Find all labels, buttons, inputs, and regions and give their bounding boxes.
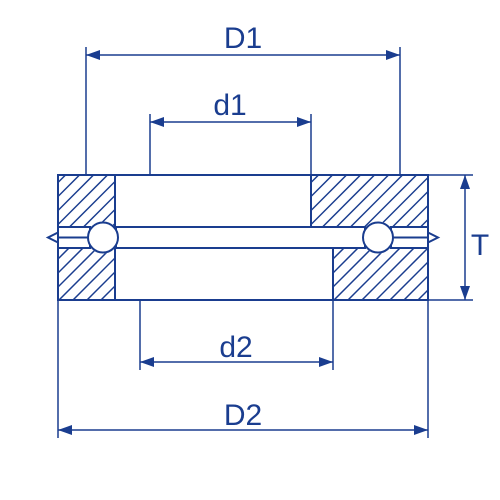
ball-right	[363, 223, 393, 253]
label-d1: d1	[213, 89, 246, 122]
label-D1: D1	[224, 22, 262, 55]
label-d2: d2	[219, 331, 252, 364]
dimension-d2: d2	[140, 300, 333, 370]
dimension-d1: d1	[150, 89, 311, 175]
label-D2: D2	[224, 399, 262, 432]
bearing-cross-section-diagram: D1 d1 d2 D2 T	[0, 0, 500, 500]
dimension-D2: D2	[58, 300, 428, 438]
cage	[116, 227, 365, 248]
label-T: T	[471, 229, 489, 262]
ball-left	[88, 223, 118, 253]
